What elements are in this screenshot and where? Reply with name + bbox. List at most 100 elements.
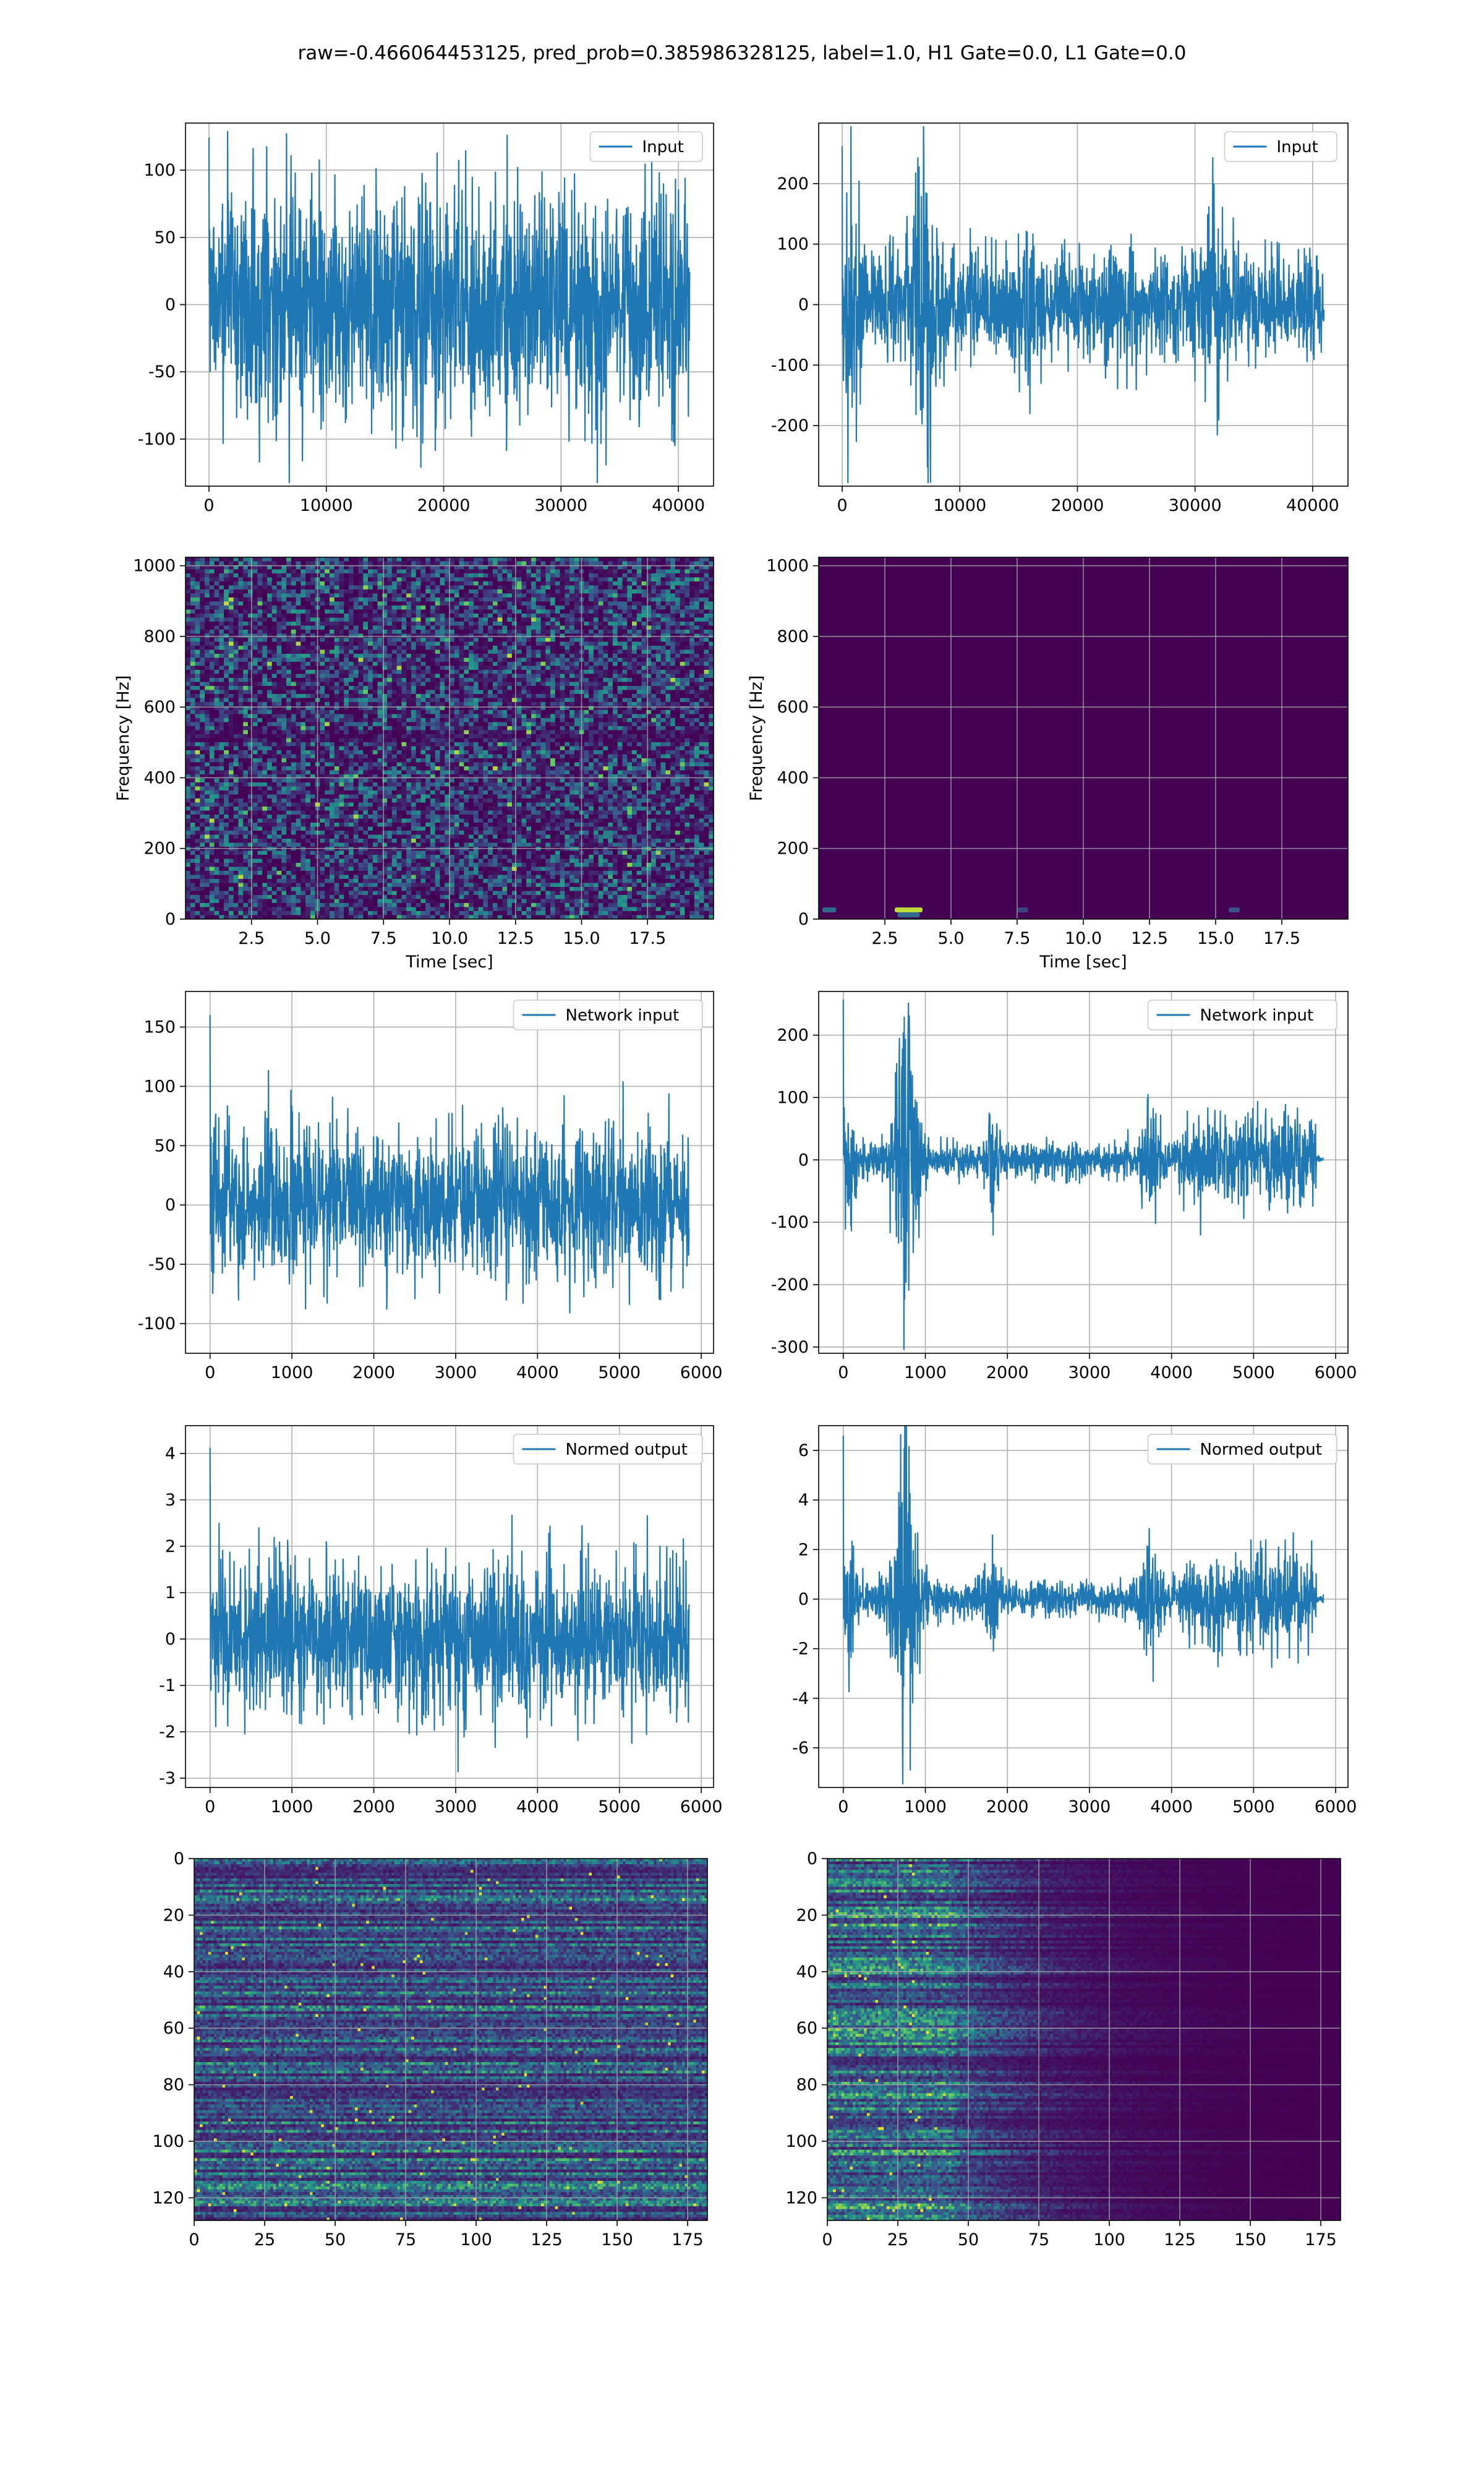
- y-tick-label: -50: [148, 362, 176, 382]
- x-tick-label: 17.5: [629, 929, 666, 948]
- network-input-l1-frame: [818, 991, 1349, 1354]
- x-tick-label: 20000: [417, 496, 471, 515]
- legend-label: Normed output: [1200, 1440, 1322, 1459]
- feature-map-l1-plot-area: [827, 1859, 1341, 2220]
- y-tick-label: 200: [777, 174, 809, 194]
- y-tick-label: 50: [155, 1136, 176, 1155]
- spectrogram-l1-x-axis-label: Time [sec]: [1039, 952, 1127, 972]
- y-tick-label: 150: [143, 1018, 176, 1037]
- x-tick-label: 17.5: [1263, 929, 1300, 948]
- x-tick-label: 5000: [598, 1797, 641, 1817]
- y-tick-label: 200: [777, 1026, 809, 1045]
- input-l1-legend: Input: [1224, 131, 1337, 162]
- x-tick-label: 1000: [904, 1797, 947, 1817]
- x-tick-label: 5.0: [304, 929, 331, 948]
- x-tick-label: 0: [822, 2230, 832, 2249]
- x-tick-label: 5000: [1232, 1797, 1275, 1817]
- y-tick-label: 1000: [766, 557, 809, 576]
- x-tick-label: 25: [254, 2230, 275, 2249]
- y-tick-label: 4: [798, 1491, 809, 1510]
- y-tick-label: 0: [165, 910, 176, 929]
- normed-output-h1-frame: [185, 1425, 714, 1788]
- normed-output-l1-ticks: 0 1000 2000 3000 4000 5000 6000 -6 -4 -2 0 2 4 6: [792, 1441, 1357, 1817]
- y-tick-label: 200: [777, 839, 809, 858]
- x-tick-label: 0: [189, 2230, 199, 2249]
- network-input-l1-legend: Network input: [1147, 999, 1337, 1030]
- network-input-l1-series-line: [842, 999, 1324, 1350]
- y-tick-label: 0: [807, 1849, 817, 1868]
- feature-map-l1-ticks: 0 25 50 75 100 125 150 175 0 20 40 60 80 100 120: [785, 1849, 1336, 2249]
- spectrogram-h1-y-axis-label: Frequency [Hz]: [114, 675, 133, 802]
- feature-map-l1-panel: 0 25 50 75 100 125 150 175 0 20 40 60 80 100 120: [785, 1849, 1341, 2249]
- x-tick-label: 5000: [598, 1363, 641, 1382]
- x-tick-label: 5.0: [938, 929, 965, 948]
- y-tick-label: 100: [777, 235, 809, 254]
- x-tick-label: 12.5: [1131, 929, 1168, 948]
- normed-output-h1-series-line: [209, 1447, 690, 1773]
- x-tick-label: 7.5: [370, 929, 397, 948]
- x-tick-label: 125: [1164, 2230, 1196, 2249]
- y-tick-label: -100: [771, 356, 809, 375]
- normed-output-l1-plot-area: [819, 1426, 1348, 1787]
- y-tick-label: 6: [798, 1441, 809, 1460]
- y-tick-label: 80: [163, 2076, 184, 2095]
- network-input-h1-series-line: [209, 1015, 690, 1314]
- y-tick-label: 0: [174, 1849, 184, 1868]
- x-tick-label: 2000: [352, 1363, 395, 1382]
- legend-label: Input: [1277, 138, 1318, 156]
- x-tick-label: 50: [325, 2230, 346, 2249]
- x-tick-label: 100: [460, 2230, 492, 2249]
- input-h1-panel: 0 10000 20000 30000 40000 -100 -50 0 50 100 Input: [138, 122, 714, 515]
- input-l1-ticks: 0 10000 20000 30000 40000 -200 -100 0 100 200: [771, 174, 1339, 515]
- feature-map-l1-heatmap-cells: [827, 1859, 1341, 2220]
- input-h1-plot-area: [186, 123, 714, 486]
- spectrogram-l1-grid: [819, 557, 1348, 919]
- x-tick-label: 1000: [271, 1363, 313, 1382]
- y-tick-label: 0: [798, 1590, 809, 1609]
- legend-label: Input: [642, 138, 684, 156]
- y-tick-label: -3: [159, 1769, 176, 1788]
- normed-output-l1-legend: Normed output: [1147, 1434, 1337, 1465]
- y-tick-label: 120: [785, 2188, 817, 2207]
- input-l1-plot-area: [819, 123, 1348, 486]
- network-input-l1-svg: 0 1000 2000 3000 4000 5000 6000 -300 -200 -100 0 10…: [771, 991, 1357, 1382]
- y-tick-label: 60: [796, 2019, 817, 2038]
- x-tick-label: 2.5: [872, 929, 898, 948]
- spectrogram-l1-y-axis-label: Frequency [Hz]: [747, 675, 766, 802]
- y-tick-label: 0: [798, 1150, 809, 1170]
- y-tick-label: 20: [796, 1906, 817, 1925]
- spectrogram-h1-x-axis-label: Time [sec]: [405, 952, 493, 972]
- y-tick-label: 800: [777, 627, 809, 646]
- x-tick-label: 1000: [271, 1797, 313, 1817]
- network-input-h1-svg: 0 1000 2000 3000 4000 5000 6000 -100 -50 0 50 100 15…: [138, 991, 722, 1382]
- normed-output-l1-panel: 0 1000 2000 3000 4000 5000 6000 -6 -4 -2 0 2 4 6 Norme…: [792, 1425, 1357, 1817]
- normed-output-h1-legend: Normed output: [513, 1434, 703, 1465]
- x-tick-label: 0: [205, 1363, 215, 1382]
- y-tick-label: 0: [798, 296, 809, 315]
- x-tick-label: 3000: [1068, 1797, 1111, 1817]
- y-tick-label: 1: [165, 1583, 176, 1603]
- y-tick-label: 0: [165, 1630, 176, 1649]
- y-tick-label: 600: [777, 698, 809, 717]
- y-tick-label: -4: [792, 1689, 809, 1708]
- normed-output-h1-panel: 0 1000 2000 3000 4000 5000 6000 -3 -2 -1 0 1 2 3 4 Norm…: [159, 1425, 722, 1817]
- y-tick-label: -200: [771, 1275, 809, 1295]
- x-tick-label: 100: [1093, 2230, 1125, 2249]
- x-tick-label: 3000: [435, 1363, 477, 1382]
- legend-label: Network input: [1200, 1006, 1314, 1025]
- spectrogram-h1-svg: 2.5 5.0 7.5 10.0 12.5 15.0 17.5 0 200 400 600 800 10…: [114, 557, 714, 972]
- x-tick-label: 4000: [1150, 1797, 1193, 1817]
- y-tick-label: -2: [159, 1723, 176, 1742]
- x-tick-label: 3000: [1068, 1363, 1111, 1382]
- feature-map-l1-grid: [827, 1859, 1341, 2220]
- network-input-h1-legend: Network input: [513, 999, 703, 1030]
- normed-output-h1-ticks: 0 1000 2000 3000 4000 5000 6000 -3 -2 -1 0 1 2 3 4: [159, 1444, 722, 1817]
- legend-label: Network input: [566, 1006, 680, 1025]
- y-tick-label: -50: [148, 1255, 176, 1274]
- y-tick-label: 1000: [133, 557, 176, 576]
- x-tick-label: 10000: [933, 496, 986, 515]
- y-tick-label: 100: [777, 1088, 809, 1107]
- x-tick-label: 12.5: [497, 929, 534, 948]
- y-tick-label: -2: [792, 1640, 809, 1659]
- x-tick-label: 5000: [1232, 1363, 1275, 1382]
